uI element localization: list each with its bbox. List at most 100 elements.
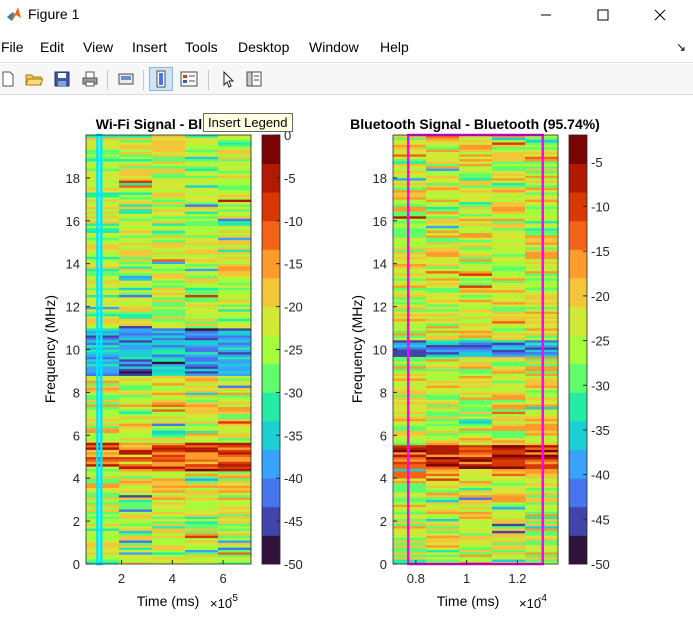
colorbar[interactable]: -5-10-15-20-25-30-35-40-45-50 [568,134,610,572]
spectrogram-cell [492,292,526,295]
spectrogram-cell [426,189,460,193]
spectrogram-cell [119,518,153,522]
print-button[interactable] [78,67,102,91]
spectrogram-cell [119,282,153,286]
spectrogram-cell [459,187,493,191]
spectrogram-cell [152,499,186,503]
save-button[interactable] [50,67,74,91]
spectrogram-cell [185,156,219,160]
property-inspector-button[interactable] [242,67,266,91]
spectrogram-cell [86,487,120,491]
spectrogram-cell [426,397,460,400]
subplot-bluetooth[interactable]: Bluetooth Signal - Bluetooth (95.74%) 02… [349,116,610,611]
minimize-button[interactable] [523,0,569,30]
spectrogram-cell [185,406,219,410]
spectrogram-cell [492,425,526,429]
spectrogram-cell [492,530,526,534]
spectrogram-cell [86,425,120,429]
link-plot-button[interactable] [114,67,138,91]
insert-colorbar-button[interactable] [149,67,173,91]
spectrogram-cell [119,173,153,176]
spectrogram-cell [492,156,526,160]
spectrogram-cell [492,187,526,191]
menu-insert[interactable]: Insert [132,39,168,55]
spectrogram-cell [86,394,120,398]
spectrogram-cell [185,192,219,195]
spectrogram-cell [492,397,526,400]
spectrogram-cell [119,332,153,336]
spectrogram-cell [218,220,252,224]
spectrogram-cell [152,149,186,152]
spectrogram-cell [426,177,460,181]
spectrogram-cell [119,235,153,238]
spectrogram-cell [393,337,427,341]
spectrogram-cell [426,266,460,269]
spectrogram-cell [459,299,493,303]
spectrogram-cell [393,506,427,510]
spectrogram-cell [426,261,460,264]
spectrogram-cell [119,349,153,353]
spectrogram-cell [459,161,493,164]
insert-legend-button[interactable] [177,67,201,91]
spectrogram-cell [185,196,219,200]
spectrogram-cell [393,418,427,422]
menu-window[interactable]: Window [309,39,359,55]
spectrogram-cell [152,506,186,510]
close-button[interactable] [637,0,683,30]
spectrogram-cell [492,416,526,419]
spectrogram-cell [185,332,219,336]
spectrogram-cell [393,378,427,381]
dock-arrow-icon[interactable]: ↘ [676,40,687,54]
spectrogram-cell [218,378,252,381]
spectrogram-cell [152,513,186,517]
select-arrow-button[interactable] [216,67,240,91]
spectrogram-cell [185,308,219,312]
spectrogram-cell [218,523,252,527]
spectrogram-cell [492,342,526,346]
spectrogram-cell [86,208,120,212]
spectrogram-cell [86,244,120,248]
spectrogram-cell [119,211,153,214]
spectrogram-cell [393,449,427,453]
spectrogram-cell [459,154,493,157]
spectrogram-cell [152,239,186,243]
spectrogram-cell [86,204,120,207]
spectrogram-cell [426,399,460,403]
maximize-button[interactable] [580,0,626,30]
spectrogram-cell [185,468,219,472]
colorbar[interactable]: 0-5-10-15-20-25-30-35-40-45-50 [261,128,303,572]
spectrogram-cell [152,525,186,529]
spectrogram-cell [86,461,120,465]
spectrogram-cell [185,533,219,536]
spectrogram-cell [185,256,219,260]
spectrogram-cell [426,311,460,315]
open-file-button[interactable] [22,67,46,91]
spectrogram-cell [218,516,252,520]
spectrogram-cell [119,397,153,400]
spectrogram-cell [86,473,120,477]
spectrogram-cell [426,165,460,169]
spectrogram-cell [459,256,493,260]
menu-view[interactable]: View [83,39,114,55]
spectrogram-cell [492,273,526,276]
spectrogram-cell [218,401,252,405]
spectrogram-cell [185,342,219,346]
menu-edit[interactable]: Edit [40,39,65,55]
menu-help[interactable]: Help [380,39,409,55]
spectrogram-cell [185,292,219,295]
spectrogram-cell [426,411,460,415]
spectrogram-cell [393,521,427,524]
spectrogram-cell [426,275,460,279]
spectrogram-cell [393,375,427,379]
spectrogram-cell [393,349,427,353]
spectrogram-cell [86,316,120,319]
spectrogram-cell [86,261,120,264]
menu-tools[interactable]: Tools [185,39,218,55]
new-figure-button[interactable] [0,67,20,91]
spectrogram-cell [492,306,526,310]
menu-file[interactable]: File [1,39,24,55]
spectrogram-cell [86,471,120,474]
colorbar-segment [569,449,587,479]
menu-desktop[interactable]: Desktop [238,39,290,55]
